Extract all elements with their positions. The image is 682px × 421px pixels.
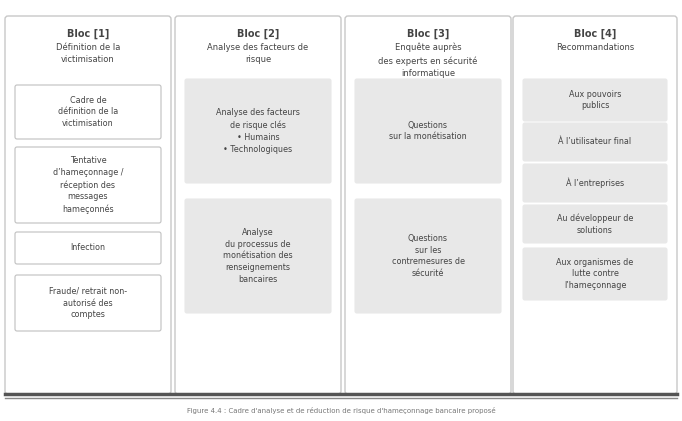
Text: Bloc [4]: Bloc [4] xyxy=(574,29,617,39)
Text: Enquête auprès
des experts en sécurité
informatique: Enquête auprès des experts en sécurité i… xyxy=(379,43,477,78)
FancyBboxPatch shape xyxy=(513,16,677,394)
FancyBboxPatch shape xyxy=(185,199,331,313)
Text: Analyse
du processus de
monétisation des
renseignements
bancaires: Analyse du processus de monétisation des… xyxy=(223,228,293,284)
FancyBboxPatch shape xyxy=(175,16,341,394)
FancyBboxPatch shape xyxy=(15,85,161,139)
Text: Définition de la
victimisation: Définition de la victimisation xyxy=(56,43,120,64)
FancyBboxPatch shape xyxy=(15,147,161,223)
Text: Analyse des facteurs de
risque: Analyse des facteurs de risque xyxy=(207,43,309,64)
FancyBboxPatch shape xyxy=(523,205,667,243)
FancyBboxPatch shape xyxy=(345,16,511,394)
Text: Tentative
d’hameçonnage /
réception des
messages
hameçonnés: Tentative d’hameçonnage / réception des … xyxy=(53,156,123,214)
Text: Au développeur de
solutions: Au développeur de solutions xyxy=(557,213,633,234)
FancyBboxPatch shape xyxy=(5,16,171,394)
Text: Infection: Infection xyxy=(70,243,106,253)
FancyBboxPatch shape xyxy=(15,275,161,331)
Text: Bloc [3]: Bloc [3] xyxy=(406,29,449,39)
Text: Figure 4.4 : Cadre d'analyse et de réduction de risque d'hameçonnage bancaire pr: Figure 4.4 : Cadre d'analyse et de réduc… xyxy=(187,407,495,413)
Text: Aux pouvoirs
publics: Aux pouvoirs publics xyxy=(569,90,621,110)
Text: Cadre de
définition de la
victimisation: Cadre de définition de la victimisation xyxy=(58,96,118,128)
Text: Aux organismes de
lutte contre
l’hameçonnage: Aux organismes de lutte contre l’hameçon… xyxy=(557,258,634,290)
FancyBboxPatch shape xyxy=(523,164,667,202)
Text: Bloc [1]: Bloc [1] xyxy=(67,29,109,39)
Text: À l’entreprises: À l’entreprises xyxy=(566,178,624,188)
FancyBboxPatch shape xyxy=(523,79,667,121)
Text: Recommandations: Recommandations xyxy=(556,43,634,52)
FancyBboxPatch shape xyxy=(185,79,331,183)
Text: Fraude/ retrait non-
autorisé des
comptes: Fraude/ retrait non- autorisé des compte… xyxy=(49,287,127,319)
Text: Questions
sur les
contremesures de
sécurité: Questions sur les contremesures de sécur… xyxy=(391,234,464,278)
Text: Questions
sur la monétisation: Questions sur la monétisation xyxy=(389,120,466,141)
Text: Bloc [2]: Bloc [2] xyxy=(237,29,279,39)
FancyBboxPatch shape xyxy=(355,79,501,183)
FancyBboxPatch shape xyxy=(523,123,667,161)
FancyBboxPatch shape xyxy=(355,199,501,313)
FancyBboxPatch shape xyxy=(15,232,161,264)
FancyBboxPatch shape xyxy=(523,248,667,300)
Text: Analyse des facteurs
de risque clés
• Humains
• Technologiques: Analyse des facteurs de risque clés • Hu… xyxy=(216,109,300,154)
Text: À l’utilisateur final: À l’utilisateur final xyxy=(559,138,632,147)
